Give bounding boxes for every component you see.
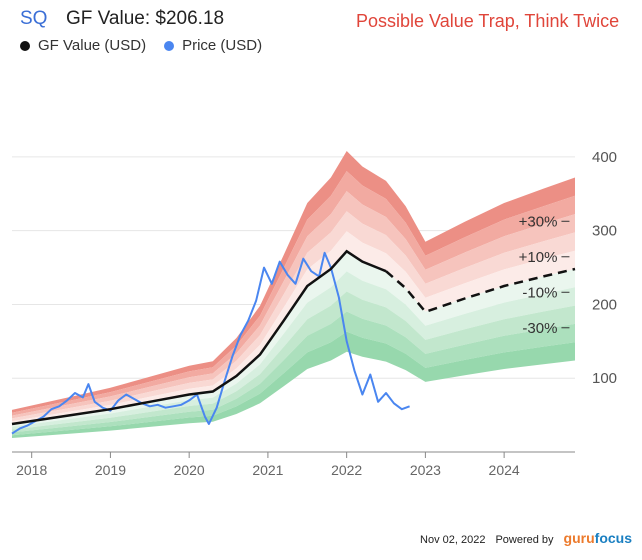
valuation-bands bbox=[12, 151, 575, 438]
chart-lines bbox=[11, 249, 576, 435]
band-label-3: -30% bbox=[522, 320, 557, 337]
legend-dot-gf-value bbox=[20, 40, 30, 51]
y-tick-label-400: 400 bbox=[592, 149, 617, 166]
value-trap-warning: Possible Value Trap, Think Twice bbox=[356, 11, 620, 31]
x-tick-label-2018: 2018 bbox=[16, 462, 47, 478]
y-tick-label-300: 300 bbox=[592, 223, 617, 240]
legend-label-gf-value: GF Value (USD) bbox=[38, 37, 147, 54]
band-label-1: +10% bbox=[519, 249, 558, 266]
band-label-0: +30% bbox=[519, 213, 558, 230]
x-axis: 2018 2019 2020 2021 2022 2023 2024 bbox=[12, 451, 575, 478]
y-tick-label-100: 100 bbox=[592, 370, 617, 387]
band-labels: +30% +10% -10% -30% bbox=[519, 213, 570, 337]
x-tick-label-2021: 2021 bbox=[252, 462, 283, 478]
x-tick-label-2019: 2019 bbox=[95, 462, 126, 478]
legend-item-gf-value[interactable]: GF Value (USD) bbox=[20, 37, 146, 54]
price-line[interactable] bbox=[11, 251, 410, 435]
chart-legend: GF Value (USD) Price (USD) bbox=[20, 37, 262, 54]
y-axis: 100 200 300 400 bbox=[592, 149, 617, 387]
x-tick-label-2024: 2024 bbox=[489, 462, 520, 478]
legend-item-price[interactable]: Price (USD) bbox=[164, 37, 262, 54]
ticker-symbol[interactable]: SQ bbox=[20, 8, 48, 29]
logo-part-a: guru bbox=[563, 530, 595, 546]
chart-footer: Nov 02, 2022 Powered by gurufocus bbox=[420, 530, 632, 546]
gf-value-projection-line[interactable] bbox=[385, 267, 576, 314]
band-label-2: -10% bbox=[522, 284, 557, 301]
footer-powered-by: Powered by bbox=[495, 534, 554, 546]
logo-part-b: focus bbox=[594, 530, 632, 546]
gf-value-line[interactable] bbox=[11, 249, 387, 426]
legend-label-price: Price (USD) bbox=[182, 37, 263, 54]
gf-value-title: GF Value: $206.18 bbox=[66, 8, 225, 29]
footer-date: Nov 02, 2022 bbox=[420, 534, 486, 546]
gurufocus-logo[interactable]: gurufocus bbox=[564, 530, 632, 546]
x-tick-label-2020: 2020 bbox=[174, 462, 205, 478]
legend-dot-price bbox=[164, 40, 175, 51]
x-tick-label-2023: 2023 bbox=[410, 462, 441, 478]
x-tick-label-2022: 2022 bbox=[331, 462, 362, 478]
y-tick-label-200: 200 bbox=[592, 296, 617, 313]
